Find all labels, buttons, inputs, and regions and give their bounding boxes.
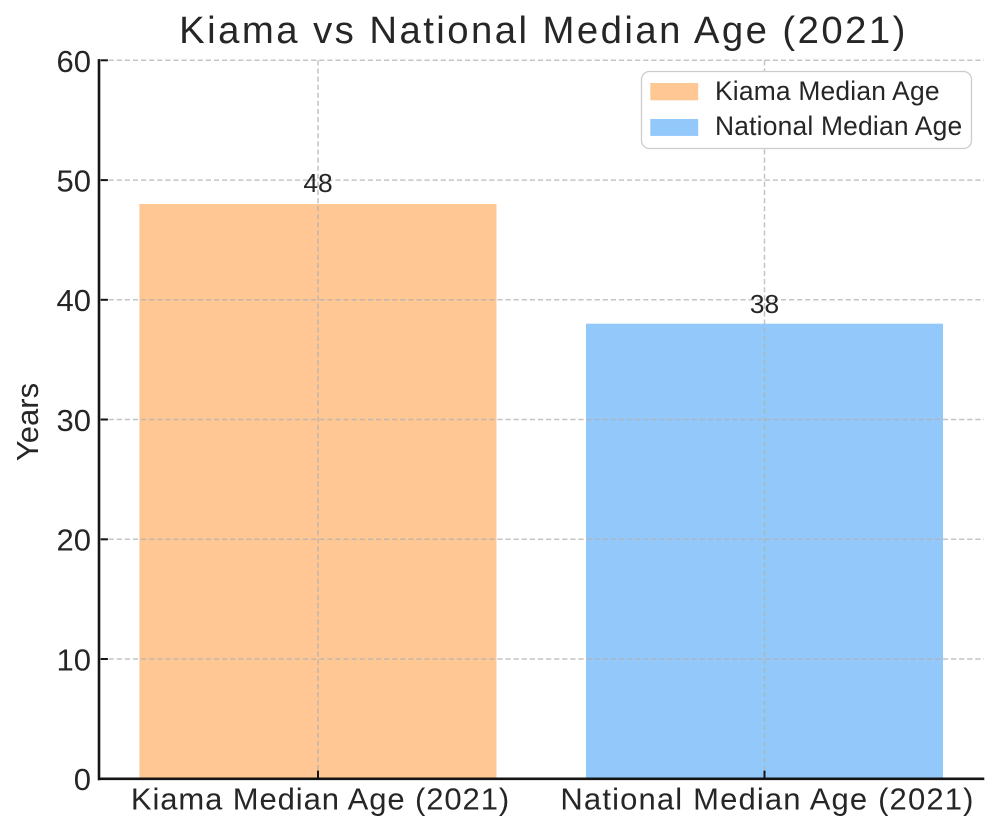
svg-text:0: 0 xyxy=(74,762,91,797)
svg-text:48: 48 xyxy=(303,168,332,198)
svg-text:National Median Age (2021): National Median Age (2021) xyxy=(560,782,974,817)
svg-text:10: 10 xyxy=(57,642,91,677)
svg-text:Kiama vs National Median Age (: Kiama vs National Median Age (2021) xyxy=(179,9,908,52)
svg-text:Years: Years xyxy=(10,383,45,461)
svg-text:Kiama Median Age (2021): Kiama Median Age (2021) xyxy=(131,782,510,817)
svg-text:50: 50 xyxy=(57,164,91,199)
svg-text:30: 30 xyxy=(57,403,91,438)
svg-text:38: 38 xyxy=(750,289,779,319)
svg-text:Kiama Median Age: Kiama Median Age xyxy=(715,76,940,106)
svg-text:National Median Age: National Median Age xyxy=(715,111,962,141)
svg-text:20: 20 xyxy=(57,523,91,558)
svg-text:60: 60 xyxy=(57,44,91,79)
svg-text:40: 40 xyxy=(57,283,91,318)
